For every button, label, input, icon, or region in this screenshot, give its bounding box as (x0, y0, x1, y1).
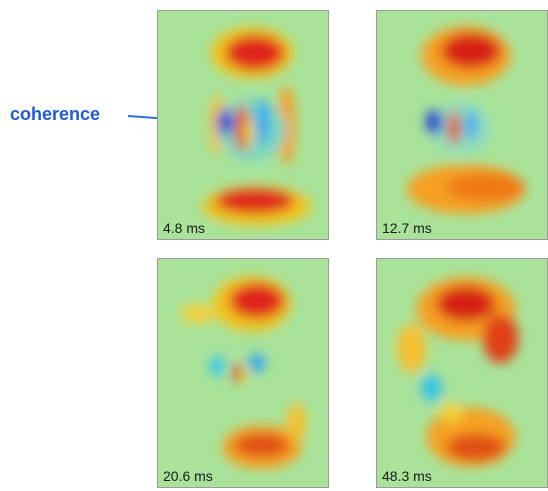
field-map-12-7ms (377, 11, 547, 239)
heatmap-panel-48-3ms: 48.3 ms (376, 258, 548, 488)
coherence-label: coherence (10, 104, 101, 124)
time-label: 12.7 ms (382, 220, 432, 236)
time-label: 20.6 ms (163, 468, 213, 484)
field-map-4-8ms (158, 11, 328, 239)
field-map-20-6ms (158, 259, 328, 487)
time-label: 48.3 ms (382, 468, 432, 484)
heatmap-panel-20-6ms: 20.6 ms (157, 258, 329, 488)
field-map-48-3ms (377, 259, 547, 487)
heatmap-panel-12-7ms: 12.7 ms (376, 10, 548, 240)
time-label: 4.8 ms (163, 220, 206, 236)
heatmap-panel-4-8ms: 4.8 ms (157, 10, 329, 240)
